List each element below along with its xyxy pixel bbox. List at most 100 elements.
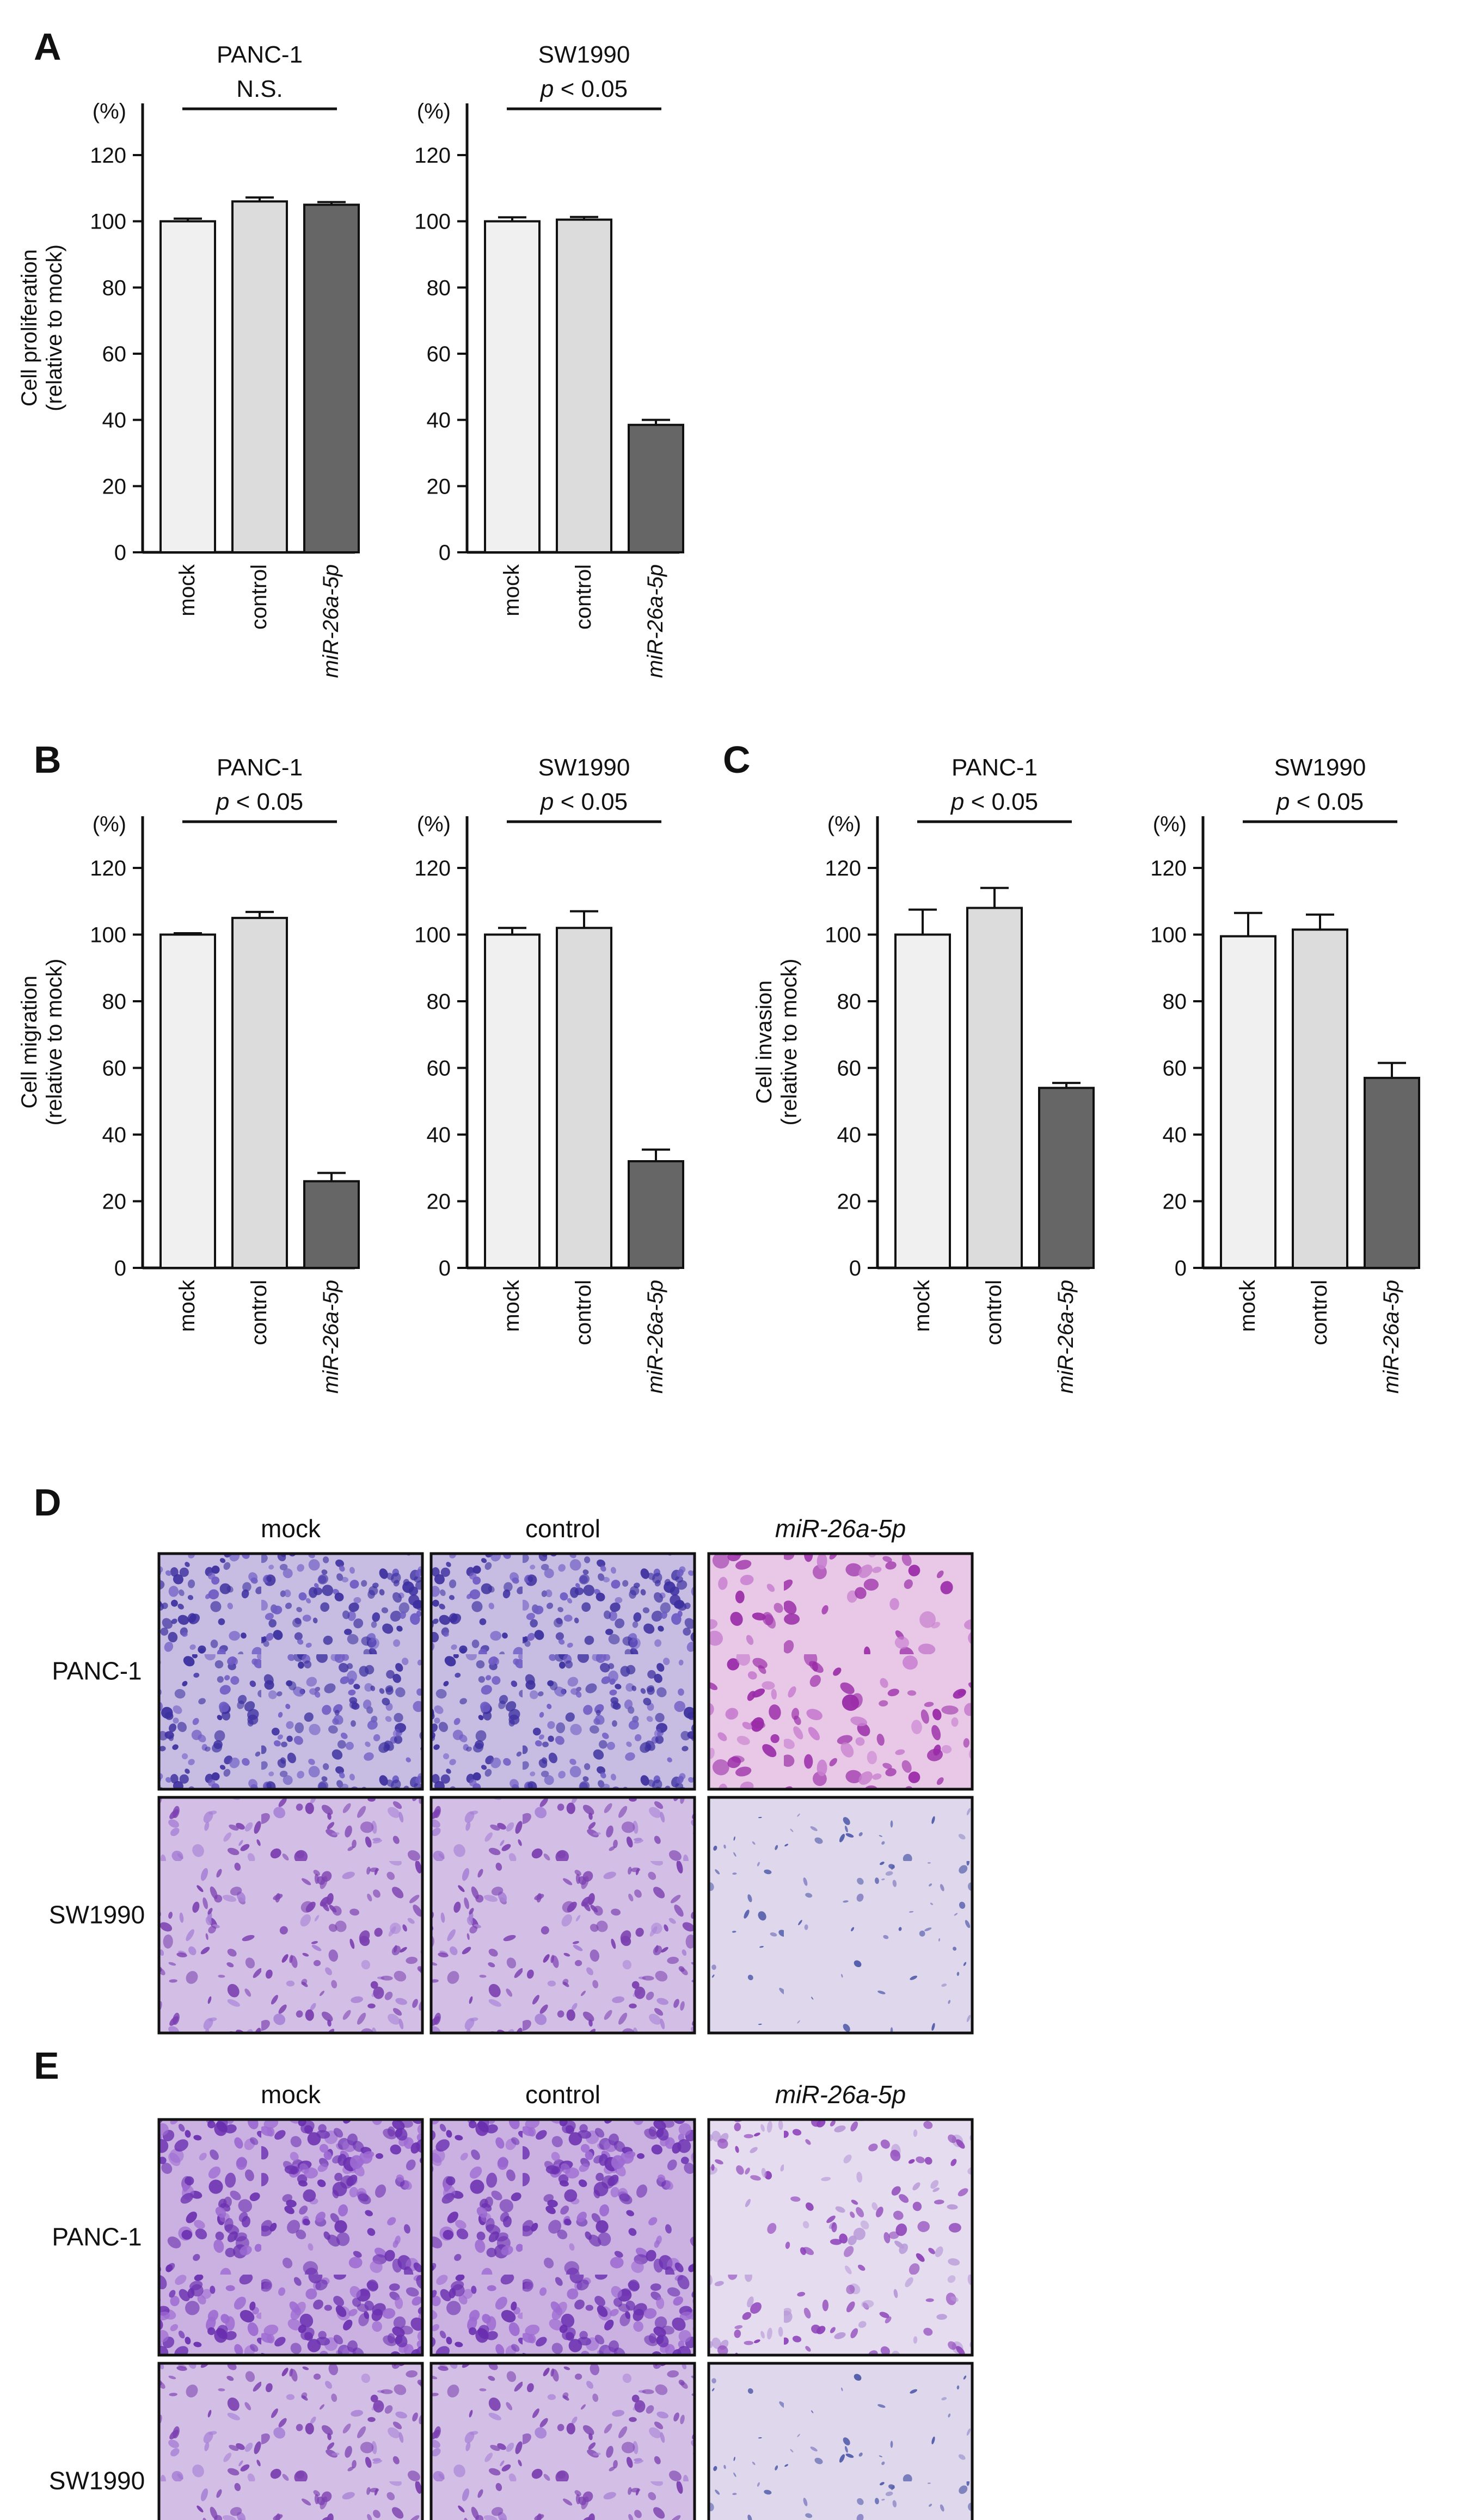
- chart-c2: 0 20 40 60 80 100 120 (%) mock control miR-26a-5p S…: [1150, 754, 1420, 1394]
- row-header: SW1990: [49, 2467, 145, 2495]
- y-tick-label: 20: [1163, 1190, 1187, 1214]
- significance-text: N.S.: [236, 76, 283, 102]
- y-tick-label: 80: [427, 276, 451, 300]
- y-tick-label: 40: [102, 409, 127, 433]
- y-tick-label: 80: [427, 990, 451, 1014]
- y-tick-label: 80: [102, 990, 127, 1014]
- micrograph-grid-e: mock control miR-26a-5p PANC-1 SW1990: [49, 2080, 974, 2520]
- panel-label-d: D: [34, 1481, 62, 1524]
- p-symbol: p: [539, 788, 554, 815]
- y-unit-label: (%): [827, 812, 861, 836]
- row-header: PANC-1: [52, 1657, 142, 1685]
- row-header: SW1990: [49, 1901, 145, 1929]
- bar-mock: [159, 220, 216, 553]
- p-threshold: < 0.05: [964, 788, 1038, 815]
- chart-title: PANC-1: [217, 41, 303, 68]
- panel-label-e: E: [34, 2044, 59, 2087]
- row-header: PANC-1: [52, 2223, 142, 2251]
- bar-mir-26a-5p: [303, 1180, 360, 1269]
- y-tick-label: 120: [90, 857, 126, 880]
- y-unit-label: (%): [93, 812, 126, 836]
- y-tick-label: 100: [90, 210, 126, 234]
- panel-label-c: C: [723, 738, 751, 781]
- bar-control: [1292, 928, 1348, 1269]
- y-tick-label: 0: [849, 1256, 861, 1280]
- micrograph-image: [707, 1552, 974, 1791]
- y-axis-title-line: Cell migration: [17, 976, 41, 1109]
- y-tick-label: 40: [102, 1123, 127, 1147]
- p-threshold: < 0.05: [554, 788, 628, 815]
- y-tick-label: 100: [1150, 923, 1187, 947]
- chart-b1: 0 20 40 60 80 100 120 (%) Cell migration(relativ…: [17, 754, 360, 1394]
- category-label: control: [247, 1280, 271, 1345]
- micrograph-image: [157, 2118, 424, 2357]
- chart-title: SW1990: [538, 754, 630, 781]
- bar-mir-26a-5p: [1038, 1087, 1095, 1269]
- category-label: control: [247, 564, 271, 630]
- bar-mock: [1220, 935, 1276, 1269]
- y-tick-label: 20: [427, 1190, 451, 1214]
- y-tick-label: 120: [414, 857, 451, 880]
- y-tick-label: 0: [114, 1256, 126, 1280]
- y-tick-label: 40: [1163, 1123, 1187, 1147]
- y-unit-label: (%): [1153, 812, 1187, 836]
- category-label: control: [1308, 1280, 1331, 1345]
- significance-label: N.S.: [236, 76, 283, 102]
- y-tick-label: 80: [1163, 990, 1187, 1014]
- micrograph-image: [707, 1796, 974, 2035]
- y-tick-label: 100: [825, 923, 861, 947]
- micrograph-image: [157, 1796, 424, 2035]
- bar-control: [231, 916, 288, 1269]
- y-tick-label: 80: [102, 276, 127, 300]
- bar-mock: [484, 933, 541, 1269]
- bar-mir-26a-5p: [628, 1160, 684, 1269]
- p-symbol: p: [215, 788, 229, 815]
- bar-mock: [484, 220, 541, 553]
- y-tick-label: 40: [837, 1123, 862, 1147]
- y-tick-label: 120: [414, 144, 451, 168]
- p-symbol: p: [950, 788, 964, 815]
- p-threshold: < 0.05: [1290, 788, 1364, 815]
- y-tick-label: 100: [414, 923, 451, 947]
- micrograph-image: [157, 2362, 424, 2520]
- chart-b2: 0 20 40 60 80 100 120 (%) mock control miR-26a-5p S…: [414, 754, 684, 1394]
- category-label: miR-26a-5p: [319, 1280, 343, 1394]
- category-label: miR-26a-5p: [1054, 1280, 1078, 1394]
- y-tick-label: 0: [114, 541, 126, 565]
- y-tick-label: 120: [1150, 857, 1187, 880]
- bar-mir-26a-5p: [628, 423, 684, 554]
- micrograph-image: [429, 1552, 696, 1791]
- category-label: miR-26a-5p: [643, 1280, 667, 1394]
- y-axis-title: Cell migration(relative to mock): [17, 959, 66, 1126]
- y-tick-label: 20: [427, 475, 451, 498]
- y-tick-label: 40: [427, 409, 451, 433]
- y-unit-label: (%): [417, 812, 451, 836]
- category-label: control: [572, 1280, 596, 1345]
- panel-label-b: B: [34, 738, 62, 781]
- significance-label: p < 0.05: [539, 76, 628, 102]
- column-header: control: [525, 2080, 600, 2109]
- y-axis-title-line: Cell proliferation: [17, 249, 41, 406]
- category-label: mock: [175, 1279, 199, 1332]
- chart-c1: 0 20 40 60 80 100 120 (%) Cell invasion(relative…: [752, 754, 1095, 1394]
- y-axis-title-line: (relative to mock): [42, 959, 66, 1126]
- micrograph-panels: mock control miR-26a-5p PANC-1 SW1990 mock con…: [49, 1514, 974, 2520]
- column-header: mock: [261, 2080, 321, 2109]
- y-axis-title: Cell invasion(relative to mock): [752, 959, 801, 1126]
- column-header: control: [525, 1514, 600, 1543]
- significance-label: p < 0.05: [215, 788, 303, 815]
- y-tick-label: 0: [439, 541, 451, 565]
- category-label: miR-26a-5p: [319, 564, 343, 678]
- significance-label: p < 0.05: [950, 788, 1038, 815]
- y-tick-label: 40: [427, 1123, 451, 1147]
- category-label: miR-26a-5p: [1379, 1280, 1403, 1394]
- micrograph-image: [429, 2362, 696, 2520]
- y-tick-label: 80: [837, 990, 862, 1014]
- column-header: miR-26a-5p: [775, 2080, 906, 2109]
- y-axis-title: Cell proliferation(relative to mock): [17, 244, 66, 411]
- p-symbol: p: [1275, 788, 1290, 815]
- chart-title: PANC-1: [952, 754, 1038, 781]
- y-tick-label: 120: [825, 857, 861, 880]
- y-unit-label: (%): [93, 100, 126, 124]
- bar-control: [966, 907, 1023, 1269]
